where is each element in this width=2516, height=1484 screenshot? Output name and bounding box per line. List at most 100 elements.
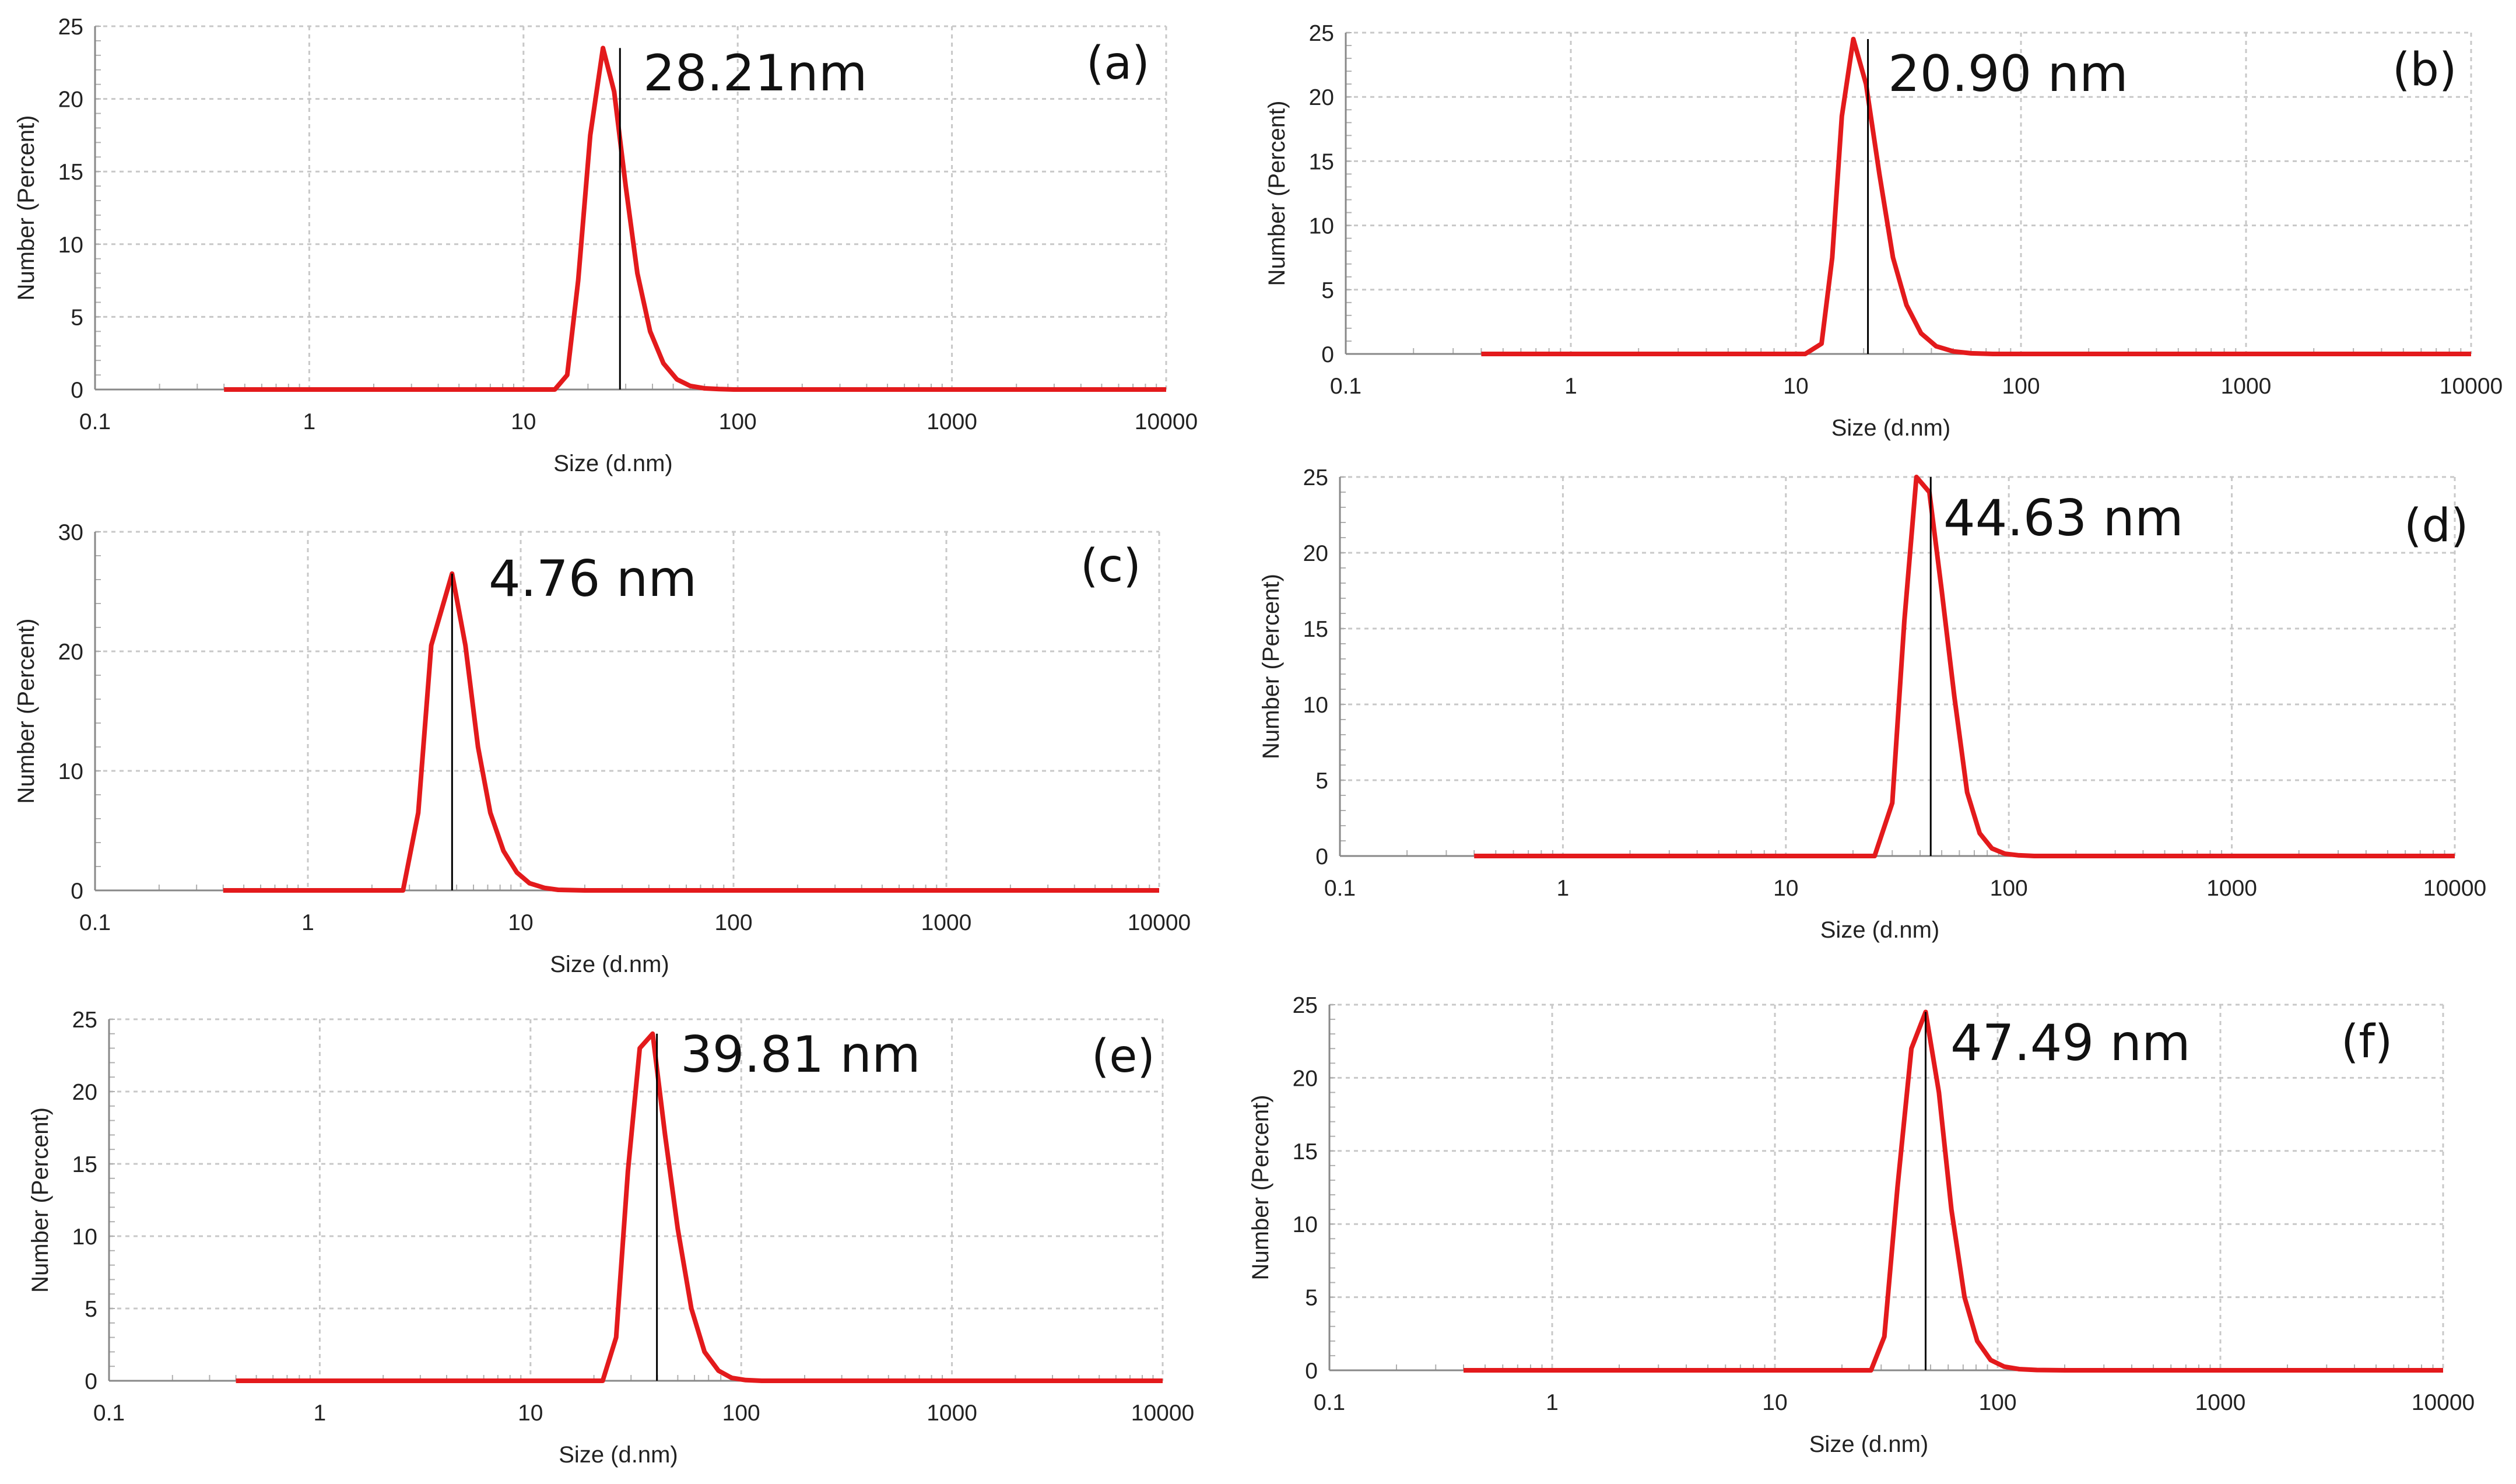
x-tick-label: 0.1 — [1324, 876, 1356, 901]
x-tick-label: 10 — [518, 1401, 543, 1426]
y-tick-label: 25 — [1293, 993, 1318, 1018]
x-tick-label: 1000 — [2206, 876, 2257, 901]
x-tick-label: 10 — [1762, 1390, 1787, 1415]
x-tick-label: 100 — [2002, 374, 2040, 399]
x-tick-label: 0.1 — [1314, 1390, 1345, 1415]
y-tick-label: 20 — [1303, 541, 1328, 566]
panel-f: 0.1 1 10 100 1000 10000 0 5 10 15 20 25 Size (d.nm) N… — [1248, 993, 2475, 1457]
y-tick-label: 0 — [71, 879, 83, 904]
y-tick-label: 25 — [58, 15, 83, 40]
y-tick-label: 10 — [1309, 214, 1334, 239]
y-tick-label: 5 — [71, 305, 83, 330]
y-tick-label: 5 — [1321, 278, 1334, 303]
y-tick-label: 0 — [85, 1369, 97, 1394]
x-tick-label: 10 — [1783, 374, 1808, 399]
peak-size-label: 4.76 nm — [489, 550, 697, 608]
y-tick-label: 5 — [85, 1297, 97, 1322]
y-tick-label: 20 — [1309, 85, 1334, 110]
y-tick-label: 5 — [1315, 769, 1328, 794]
y-tick-label: 10 — [58, 233, 83, 258]
peak-size-label: 47.49 nm — [1950, 1014, 2191, 1072]
y-tick-label: 10 — [72, 1225, 97, 1250]
x-tick-label: 0.1 — [1330, 374, 1361, 399]
y-tick-label: 25 — [72, 1008, 97, 1033]
x-tick-label: 1000 — [2195, 1390, 2246, 1415]
x-tick-label: 0.1 — [79, 409, 111, 434]
y-tick-label: 15 — [1303, 617, 1328, 642]
x-tick-label: 100 — [1978, 1390, 2016, 1415]
x-tick-label: 10000 — [1135, 409, 1198, 434]
peak-size-label: 28.21nm — [643, 44, 867, 103]
y-tick-label: 15 — [1309, 149, 1334, 174]
panel-e: 0.1 1 10 100 1000 10000 0 5 10 15 20 25 Size (d.nm) N… — [27, 1008, 1194, 1468]
x-axis-label: Size (d.nm) — [550, 952, 669, 977]
y-tick-label: 0 — [71, 378, 83, 403]
y-tick-label: 30 — [58, 520, 83, 545]
x-tick-label: 1000 — [2221, 374, 2272, 399]
y-tick-label: 15 — [72, 1152, 97, 1177]
x-tick-label: 0.1 — [79, 910, 111, 935]
x-tick-label: 10000 — [1131, 1401, 1194, 1426]
distribution-curve — [236, 1031, 1163, 1383]
y-tick-label: 5 — [1305, 1286, 1318, 1311]
panel-c: 0.1 1 10 100 1000 10000 0 10 20 30 Size (d.nm) Numb… — [13, 520, 1191, 977]
panel-d: 0.1 1 10 100 1000 10000 0 5 10 15 20 25 Size (d.nm) N… — [1258, 465, 2486, 943]
panel-label: (f) — [2341, 1016, 2392, 1068]
distribution-curve — [223, 571, 1159, 893]
y-tick-label: 15 — [1293, 1139, 1318, 1164]
distribution-curve — [1481, 37, 2471, 356]
x-tick-label: 1 — [1564, 374, 1577, 399]
x-tick-label: 1 — [1557, 876, 1570, 901]
panel-label: (b) — [2392, 44, 2457, 96]
distribution-curve — [224, 45, 1166, 392]
x-tick-label: 1 — [301, 910, 314, 935]
x-axis-label: Size (d.nm) — [553, 451, 673, 476]
x-tick-label: 10 — [508, 910, 533, 935]
y-tick-label: 0 — [1321, 342, 1334, 367]
x-tick-label: 10 — [1773, 876, 1798, 901]
x-tick-label: 100 — [1990, 876, 2028, 901]
y-tick-label: 20 — [72, 1080, 97, 1105]
x-tick-label: 1000 — [927, 1401, 977, 1426]
y-tick-label: 0 — [1305, 1359, 1318, 1384]
x-tick-label: 0.1 — [93, 1401, 125, 1426]
y-axis-label: Number (Percent) — [13, 115, 39, 301]
panel-label: (a) — [1086, 37, 1150, 90]
x-tick-label: 1000 — [927, 409, 977, 434]
x-axis-label: Size (d.nm) — [1831, 415, 1951, 441]
x-tick-label: 10 — [511, 409, 536, 434]
y-tick-label: 0 — [1315, 844, 1328, 869]
y-tick-label: 25 — [1309, 21, 1334, 46]
distribution-curve — [1464, 1009, 2443, 1373]
y-tick-label: 10 — [1293, 1212, 1318, 1237]
y-tick-label: 10 — [58, 759, 83, 784]
panel-label: (c) — [1080, 540, 1141, 592]
panel-b: 0.1 1 10 100 1000 10000 0 5 10 15 20 25 Size (d.nm) N… — [1264, 21, 2503, 441]
panel-a: 0.1 1 10 100 1000 10000 0 5 10 15 20 25 Size (d.nm) N… — [13, 15, 1198, 476]
x-tick-label: 10000 — [2440, 374, 2503, 399]
y-axis-label: Number (Percent) — [1264, 101, 1290, 286]
y-axis-label: Number (Percent) — [13, 619, 39, 804]
x-tick-label: 10000 — [1128, 910, 1191, 935]
y-tick-label: 15 — [58, 160, 83, 185]
peak-size-label: 44.63 nm — [1943, 489, 2184, 548]
y-tick-label: 20 — [58, 640, 83, 665]
y-axis-label: Number (Percent) — [27, 1107, 53, 1293]
panel-label: (e) — [1092, 1030, 1155, 1083]
peak-size-label: 39.81 nm — [680, 1026, 921, 1084]
y-tick-label: 25 — [1303, 465, 1328, 490]
x-tick-label: 10000 — [2423, 876, 2486, 901]
y-tick-label: 20 — [1293, 1066, 1318, 1091]
x-tick-label: 100 — [719, 409, 757, 434]
x-tick-label: 1000 — [921, 910, 972, 935]
distribution-curve — [1474, 475, 2455, 858]
x-tick-label: 100 — [722, 1401, 760, 1426]
y-tick-label: 10 — [1303, 693, 1328, 718]
x-tick-label: 1 — [303, 409, 316, 434]
peak-size-label: 20.90 nm — [1888, 45, 2128, 103]
x-tick-label: 10000 — [2412, 1390, 2475, 1415]
x-tick-label: 100 — [714, 910, 752, 935]
x-tick-label: 1 — [1546, 1390, 1559, 1415]
x-axis-label: Size (d.nm) — [1809, 1432, 1929, 1457]
